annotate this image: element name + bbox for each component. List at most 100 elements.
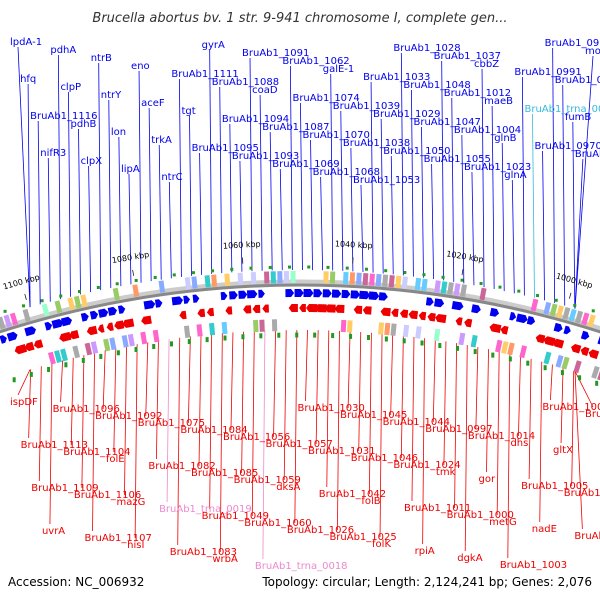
gene-label[interactable]: BruAb1_1094: [222, 114, 289, 125]
gene-label[interactable]: BruAb1_0980: [575, 149, 600, 160]
gene-label[interactable]: BruAb1_1062: [282, 56, 349, 67]
gene-label[interactable]: BruAb1_1042: [319, 489, 386, 500]
gene-label[interactable]: BruAb1_1075: [138, 418, 205, 429]
gene-label[interactable]: glnA: [504, 170, 526, 181]
gene-label[interactable]: BruAb1_1011: [404, 503, 471, 514]
gene-label[interactable]: BruAb1_1087: [262, 122, 329, 133]
gene-label[interactable]: lon: [111, 127, 126, 138]
gene-label[interactable]: BruAb1_1029: [373, 109, 440, 120]
gene-label[interactable]: trkA: [151, 135, 172, 146]
gene-label[interactable]: ntrC: [161, 172, 182, 183]
gene-label[interactable]: BruAb1_1116: [30, 111, 97, 122]
gene-label[interactable]: gor: [479, 474, 496, 485]
gene-label[interactable]: BruAb1_1026: [287, 525, 354, 536]
gene-label[interactable]: BruAb1_1057: [266, 439, 333, 450]
gene-label[interactable]: maeB: [484, 96, 513, 107]
gene-label[interactable]: BruAb1_trna_0019: [159, 504, 252, 515]
gene-label[interactable]: BruAb1_1070: [303, 130, 370, 141]
gene-label[interactable]: fumB: [565, 112, 592, 123]
gene-label[interactable]: BruAb1_1056: [223, 432, 290, 443]
gene-label[interactable]: lpdA-1: [10, 37, 42, 48]
gene-label[interactable]: aceF: [141, 98, 165, 109]
gene-label[interactable]: BruAb1_1092: [95, 411, 162, 422]
gene-label[interactable]: lipA: [121, 164, 140, 175]
gene-label[interactable]: BruAb1_1031: [308, 446, 375, 457]
gene-label[interactable]: eno: [131, 61, 150, 72]
gene-label[interactable]: clpX: [81, 156, 103, 167]
gene-label[interactable]: gyrA: [202, 40, 225, 51]
gene-label[interactable]: BruAb1_1055: [424, 154, 491, 165]
gene-label[interactable]: BruAb1_1082: [148, 461, 215, 472]
gene-label[interactable]: BruAb1_1069: [272, 159, 339, 170]
gene-label[interactable]: BruAb1_0970: [535, 141, 600, 152]
gene-label[interactable]: dgkA: [457, 553, 482, 564]
gene-label[interactable]: BruAb1_1012: [444, 88, 511, 99]
gene-label[interactable]: BruAb1_1113: [21, 440, 88, 451]
gene-label[interactable]: BruAb1_1106: [74, 490, 141, 501]
gene-label[interactable]: BruAb1_1008: [574, 531, 600, 542]
gene-label[interactable]: BruAb1_0997: [425, 424, 492, 435]
gene-label[interactable]: BruAb1_1091: [242, 48, 309, 59]
gene-label[interactable]: BruAb1_1083: [170, 547, 237, 558]
gene-label[interactable]: BruAb1_1025: [329, 532, 396, 543]
gene-label[interactable]: BruAb1_0991: [514, 67, 581, 78]
gene-label[interactable]: BruAb1_1016: [585, 409, 600, 420]
gene-label[interactable]: BruAb1_1104: [63, 447, 130, 458]
gene-label[interactable]: folK: [372, 539, 391, 550]
gene-label[interactable]: BruAb1_1038: [343, 138, 410, 149]
gene-label[interactable]: tgt: [181, 106, 195, 117]
gene-label[interactable]: BruAb1_1088: [212, 77, 279, 88]
gene-label[interactable]: BruAb1_1046: [351, 453, 418, 464]
gene-label[interactable]: glnB: [494, 133, 516, 144]
gene-label[interactable]: BruAb1_1003: [500, 560, 567, 571]
gene-label[interactable]: BruAb1_1023: [464, 162, 531, 173]
gene-label[interactable]: ispDF: [10, 397, 38, 408]
gene-label[interactable]: BruAb1_1024: [393, 460, 460, 471]
gene-label[interactable]: BruAb1_1074: [292, 93, 359, 104]
gene-label[interactable]: mazG: [116, 497, 145, 508]
gene-label[interactable]: hisI: [127, 540, 144, 551]
gene-label[interactable]: BruAb1_1000: [447, 510, 514, 521]
gene-label[interactable]: BruAb1_1039: [333, 101, 400, 112]
gene-label[interactable]: dksA: [276, 482, 300, 493]
gene-label[interactable]: BruAb1_1004: [454, 125, 521, 136]
gene-label[interactable]: cbbZ: [474, 59, 499, 70]
gene-label[interactable]: pdhA: [50, 45, 76, 56]
gene-label[interactable]: tmk: [436, 467, 456, 478]
gene-label[interactable]: ntrB: [91, 53, 112, 64]
gene-label[interactable]: clpP: [60, 82, 81, 93]
gene-label[interactable]: ntrY: [101, 90, 122, 101]
gene-label[interactable]: uvrA: [42, 526, 65, 537]
gene-label[interactable]: BruAb1_1014: [468, 431, 535, 442]
gene-label[interactable]: metG: [489, 517, 517, 528]
gene-label[interactable]: BruAb1_trna_0017: [524, 104, 600, 115]
gene-label[interactable]: BruAb1_trna_0018: [255, 561, 348, 572]
gene-label[interactable]: folE: [106, 454, 125, 465]
gene-label[interactable]: rpiA: [415, 546, 435, 557]
gene-label[interactable]: nifR3: [40, 148, 66, 159]
gene-label[interactable]: BruAb1_1045: [340, 410, 407, 421]
gene-label[interactable]: BruAb1_1059: [234, 475, 301, 486]
gene-label[interactable]: hfq: [20, 74, 36, 85]
gene-label[interactable]: pdhB: [71, 119, 97, 130]
gene-label[interactable]: BruAb1_0969: [545, 38, 600, 49]
gene-label[interactable]: moaA: [585, 46, 600, 57]
gene-label[interactable]: BruAb1_1006: [542, 402, 600, 413]
gene-label[interactable]: wrbA: [212, 554, 238, 565]
gene-label[interactable]: BruAb1_1084: [180, 425, 247, 436]
gene-label[interactable]: BruAb1_1107: [85, 533, 152, 544]
gene-label[interactable]: galE-1: [323, 64, 355, 75]
gene-label[interactable]: BruAb1_1047: [414, 117, 481, 128]
gene-label[interactable]: BruAb1_1005: [521, 481, 588, 492]
gene-label[interactable]: BruAb1_1044: [383, 417, 450, 428]
gene-label[interactable]: BruAb1_1048: [403, 80, 470, 91]
gene-label[interactable]: nadE: [532, 524, 557, 535]
gene-label[interactable]: BruAb1_1030: [298, 403, 365, 414]
gene-label[interactable]: BruAb1_1053: [353, 175, 420, 186]
gene-label[interactable]: BruAb1_1049: [202, 511, 269, 522]
gene-label[interactable]: BruAb1_1050: [383, 146, 450, 157]
gene-label[interactable]: dhs: [510, 438, 528, 449]
gene-label[interactable]: BruAb1_1037: [434, 51, 501, 62]
gene-label[interactable]: gltX: [553, 445, 573, 456]
gene-label[interactable]: BruAb1_1028: [393, 43, 460, 54]
